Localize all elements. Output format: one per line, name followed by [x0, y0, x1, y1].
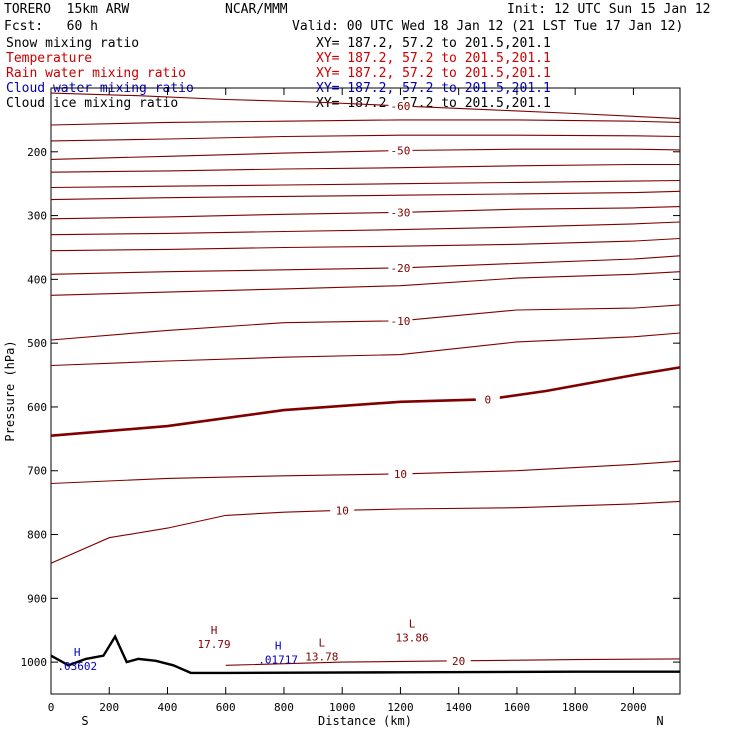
isotherm-line	[50, 119, 681, 126]
contour-label-bg	[388, 206, 413, 219]
field-xy-snow: XY= 187.2, 57.2 to 201.5,201.1	[316, 36, 551, 51]
isotherm-line	[50, 221, 681, 236]
plot-frame	[50, 87, 681, 695]
y-tick-label: 1000	[21, 656, 48, 669]
extremum-symbol: H	[74, 646, 81, 659]
x-tick-label: 2000	[620, 701, 647, 714]
x-tick-label: 800	[274, 701, 294, 714]
extremum-value: 17.79	[198, 638, 231, 651]
y-tick-label: 700	[27, 465, 47, 478]
x-tick-label: 400	[158, 701, 178, 714]
x-tick-label: 1200	[387, 701, 414, 714]
terrain-line	[50, 634, 680, 675]
x-tick-label: 600	[216, 701, 236, 714]
isotherm-line	[50, 237, 681, 252]
left-end-label: S	[81, 714, 88, 728]
extremum-symbol: L	[319, 637, 326, 650]
extremum-symbol: L	[409, 617, 416, 630]
x-tick-label: 0	[48, 701, 55, 714]
contour-label: -10	[391, 315, 411, 328]
valid-time: Valid: 00 UTC Wed 18 Jan 12 (21 LST Tue …	[292, 19, 684, 34]
contour-label: 20	[452, 655, 465, 668]
x-axis-label: Distance (km)	[318, 714, 412, 728]
init-time: Init: 12 UTC Sun 15 Jan 12	[507, 2, 711, 17]
y-tick-label: 900	[27, 592, 47, 605]
y-tick-label: 800	[27, 529, 47, 542]
isotherm-line	[50, 304, 681, 341]
isotherm-line	[50, 332, 681, 367]
contour-label-bg	[475, 393, 500, 406]
contour-label-bg	[388, 467, 413, 480]
extremum-value: .01717	[258, 654, 298, 667]
isotherm-line	[50, 255, 681, 275]
contour-label: -60	[391, 100, 411, 113]
x-tick-label: 1000	[329, 701, 356, 714]
contour-label: 0	[484, 393, 491, 406]
contour-label-bg	[330, 504, 355, 517]
extremum-value: .03602	[57, 660, 97, 673]
contour-label: 10	[336, 504, 349, 517]
isotherm-line	[50, 500, 681, 564]
center-label: NCAR/MMM	[225, 2, 288, 17]
extremum-symbol: H	[211, 624, 218, 637]
contour-label-bg	[388, 314, 413, 327]
isotherm-line	[50, 271, 681, 296]
isotherm-line	[50, 366, 681, 437]
field-name-snow: Snow mixing ratio	[6, 36, 140, 51]
forecast-hour: Fcst: 60 h	[4, 19, 98, 34]
contour-label: -30	[391, 206, 411, 219]
field-name-cloud-ice: Cloud ice mixing ratio	[6, 96, 179, 111]
isotherm-line	[50, 460, 681, 485]
y-tick-label: 400	[27, 273, 47, 286]
model-title: TORERO 15km ARW	[4, 2, 130, 17]
right-end-label: N	[656, 714, 663, 728]
x-tick-label: 1400	[445, 701, 472, 714]
isotherm-line	[50, 190, 681, 201]
contour-label: 10	[394, 468, 407, 481]
contour-label-bg	[446, 654, 471, 667]
x-tick-label: 1800	[562, 701, 589, 714]
contour-label-bg	[388, 261, 413, 274]
isotherm-line	[50, 92, 681, 120]
y-tick-label: 600	[27, 401, 47, 414]
field-name-rain: Rain water mixing ratio	[6, 66, 187, 81]
isotherm-line	[50, 206, 681, 220]
contour-label: -50	[391, 145, 411, 158]
extremum-value: 13.86	[396, 631, 429, 644]
x-tick-label: 1600	[504, 701, 531, 714]
x-tick-label: 200	[99, 701, 119, 714]
extremum-value: 13.78	[305, 651, 338, 664]
field-xy-temperature: XY= 187.2, 57.2 to 201.5,201.1	[316, 51, 551, 66]
contour-label-bg	[388, 144, 413, 157]
field-name-temperature: Temperature	[6, 51, 93, 66]
y-tick-label: 500	[27, 337, 47, 350]
isotherm-line	[50, 163, 680, 173]
y-tick-label: 200	[27, 146, 47, 159]
isotherm-line	[50, 134, 681, 142]
isotherm-line	[50, 148, 681, 160]
isotherm-line	[50, 179, 681, 189]
contour-label-bg	[388, 99, 413, 112]
contour-label: -20	[391, 262, 411, 275]
y-tick-label: 300	[27, 210, 47, 223]
y-axis-label: Pressure (hPa)	[3, 340, 17, 441]
extremum-symbol: H	[275, 640, 282, 653]
field-xy-rain: XY= 187.2, 57.2 to 201.5,201.1	[316, 66, 551, 81]
